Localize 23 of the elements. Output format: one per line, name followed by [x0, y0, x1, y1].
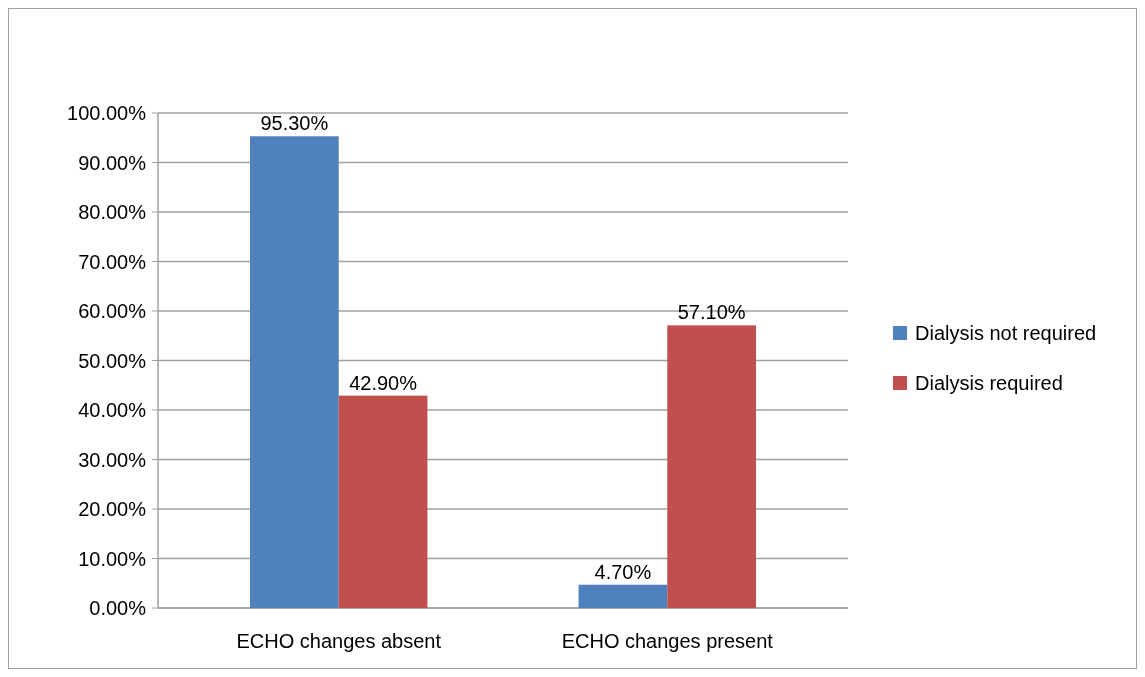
y-tick-label: 60.00% — [78, 300, 147, 322]
y-tick-label: 10.00% — [78, 547, 147, 570]
x-tick-label: ECHO changes present — [561, 630, 774, 652]
data-label: 57.10% — [677, 301, 746, 324]
y-tick-label: 30.00% — [78, 448, 147, 471]
y-tick-label: 90.00% — [78, 151, 147, 174]
y-tick-label: 20.00% — [78, 498, 147, 520]
y-tick-label: 0.00% — [89, 597, 147, 619]
y-tick-label: 100.00% — [67, 102, 147, 124]
y-tick-label: 70.00% — [78, 250, 147, 273]
legend-label: Dialysis required — [915, 372, 1063, 394]
y-tick-label: 40.00% — [78, 399, 147, 421]
data-label: 42.90% — [349, 371, 418, 394]
y-tick-label: 50.00% — [78, 349, 147, 372]
data-label: 95.30% — [260, 112, 329, 135]
bar — [338, 395, 428, 608]
x-tick-label: ECHO changes absent — [236, 630, 442, 652]
legend-label: Dialysis not required — [915, 322, 1097, 344]
bar — [578, 584, 668, 608]
bar — [250, 136, 339, 608]
y-tick-label: 80.00% — [78, 201, 147, 223]
data-label: 4.70% — [594, 560, 652, 583]
bar — [667, 325, 756, 608]
